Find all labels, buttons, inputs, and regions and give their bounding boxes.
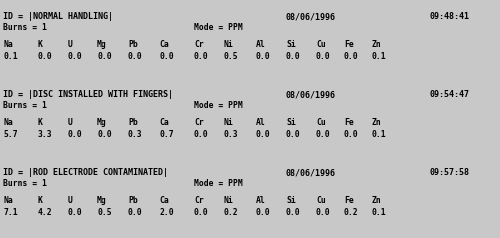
Text: 0.0: 0.0 [159, 52, 174, 61]
Text: 0.0: 0.0 [256, 130, 270, 139]
Text: 0.3: 0.3 [224, 130, 238, 139]
Text: Ni: Ni [224, 196, 234, 205]
Text: 0.0: 0.0 [38, 52, 52, 61]
Text: 0.0: 0.0 [344, 130, 358, 139]
Text: 0.2: 0.2 [344, 208, 358, 217]
Text: Mg: Mg [97, 196, 107, 205]
Text: K: K [38, 118, 43, 127]
Text: 0.1: 0.1 [372, 52, 386, 61]
Text: 2.0: 2.0 [159, 208, 174, 217]
Text: Burns = 1: Burns = 1 [3, 23, 47, 32]
Text: 0.0: 0.0 [344, 52, 358, 61]
Text: Cu: Cu [316, 40, 326, 49]
Text: 0.0: 0.0 [316, 130, 330, 139]
Text: Si: Si [286, 40, 296, 49]
Text: K: K [38, 196, 43, 205]
Text: Zn: Zn [372, 40, 382, 49]
Text: 0.0: 0.0 [286, 208, 300, 217]
Text: 0.0: 0.0 [68, 208, 82, 217]
Text: K: K [38, 40, 43, 49]
Text: 0.0: 0.0 [194, 208, 208, 217]
Text: 08/06/1996: 08/06/1996 [285, 168, 335, 177]
Text: ID = |NORMAL HANDLING|: ID = |NORMAL HANDLING| [3, 12, 113, 21]
Text: 08/06/1996: 08/06/1996 [285, 90, 335, 99]
Text: 0.0: 0.0 [194, 52, 208, 61]
Text: 0.3: 0.3 [128, 130, 142, 139]
Text: Mode = PPM: Mode = PPM [194, 179, 243, 188]
Text: Pb: Pb [128, 118, 138, 127]
Text: Fe: Fe [344, 118, 354, 127]
Text: 0.5: 0.5 [224, 52, 238, 61]
Text: Ni: Ni [224, 40, 234, 49]
Text: 0.5: 0.5 [97, 208, 112, 217]
Text: 0.1: 0.1 [3, 52, 18, 61]
Text: Na: Na [3, 196, 13, 205]
Text: 0.0: 0.0 [128, 208, 142, 217]
Text: Fe: Fe [344, 196, 354, 205]
Text: 0.0: 0.0 [128, 52, 142, 61]
Text: 0.0: 0.0 [256, 52, 270, 61]
Text: Al: Al [256, 40, 266, 49]
Text: Al: Al [256, 196, 266, 205]
Text: 0.0: 0.0 [286, 130, 300, 139]
Text: Zn: Zn [372, 196, 382, 205]
Text: Cu: Cu [316, 196, 326, 205]
Text: Mg: Mg [97, 118, 107, 127]
Text: Si: Si [286, 118, 296, 127]
Text: 0.0: 0.0 [286, 52, 300, 61]
Text: 0.1: 0.1 [372, 130, 386, 139]
Text: U: U [68, 196, 73, 205]
Text: Ca: Ca [159, 196, 169, 205]
Text: 09:54:47: 09:54:47 [430, 90, 470, 99]
Text: 09:48:41: 09:48:41 [430, 12, 470, 21]
Text: Cr: Cr [194, 118, 204, 127]
Text: 0.2: 0.2 [224, 208, 238, 217]
Text: Zn: Zn [372, 118, 382, 127]
Text: Al: Al [256, 118, 266, 127]
Text: 3.3: 3.3 [38, 130, 52, 139]
Text: Mode = PPM: Mode = PPM [194, 101, 243, 110]
Text: Na: Na [3, 118, 13, 127]
Text: Pb: Pb [128, 196, 138, 205]
Text: Mode = PPM: Mode = PPM [194, 23, 243, 32]
Text: Ca: Ca [159, 40, 169, 49]
Text: ID = |ROD ELECTRODE CONTAMINATED|: ID = |ROD ELECTRODE CONTAMINATED| [3, 168, 168, 177]
Text: 5.7: 5.7 [3, 130, 18, 139]
Text: 09:57:58: 09:57:58 [430, 168, 470, 177]
Text: 0.0: 0.0 [97, 130, 112, 139]
Text: Cu: Cu [316, 118, 326, 127]
Text: 0.7: 0.7 [159, 130, 174, 139]
Text: Ca: Ca [159, 118, 169, 127]
Text: 08/06/1996: 08/06/1996 [285, 12, 335, 21]
Text: Mg: Mg [97, 40, 107, 49]
Text: U: U [68, 118, 73, 127]
Text: 0.1: 0.1 [372, 208, 386, 217]
Text: Si: Si [286, 196, 296, 205]
Text: 0.0: 0.0 [316, 208, 330, 217]
Text: Pb: Pb [128, 40, 138, 49]
Text: Cr: Cr [194, 196, 204, 205]
Text: 0.0: 0.0 [68, 130, 82, 139]
Text: 0.0: 0.0 [316, 52, 330, 61]
Text: Fe: Fe [344, 40, 354, 49]
Text: Burns = 1: Burns = 1 [3, 101, 47, 110]
Text: 0.0: 0.0 [97, 52, 112, 61]
Text: Cr: Cr [194, 40, 204, 49]
Text: Burns = 1: Burns = 1 [3, 179, 47, 188]
Text: ID = |DISC INSTALLED WITH FINGERS|: ID = |DISC INSTALLED WITH FINGERS| [3, 90, 173, 99]
Text: 7.1: 7.1 [3, 208, 18, 217]
Text: U: U [68, 40, 73, 49]
Text: Ni: Ni [224, 118, 234, 127]
Text: 0.0: 0.0 [68, 52, 82, 61]
Text: 0.0: 0.0 [256, 208, 270, 217]
Text: 4.2: 4.2 [38, 208, 52, 217]
Text: 0.0: 0.0 [194, 130, 208, 139]
Text: Na: Na [3, 40, 13, 49]
